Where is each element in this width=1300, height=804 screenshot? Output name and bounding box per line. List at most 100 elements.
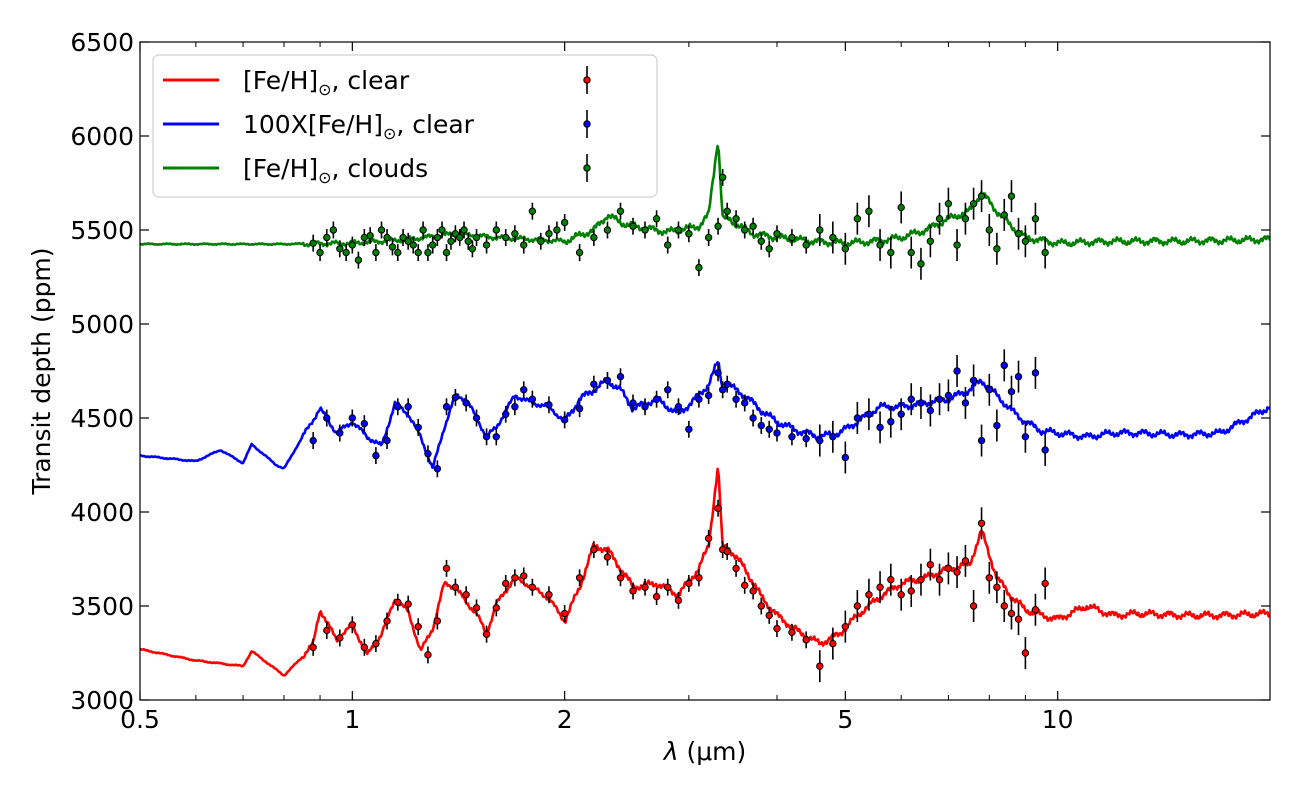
data-point <box>360 419 369 428</box>
data-point <box>438 226 446 234</box>
data-point <box>917 575 925 584</box>
data-point <box>383 436 391 445</box>
data-point <box>876 583 884 591</box>
data-point <box>685 579 693 588</box>
data-point <box>917 399 925 407</box>
data-point <box>1031 215 1040 223</box>
data-point <box>520 386 528 394</box>
data-point <box>545 230 553 238</box>
data-point <box>360 643 369 652</box>
data-point <box>323 626 331 635</box>
data-point <box>372 248 380 257</box>
data-point <box>336 245 344 253</box>
data-point <box>482 241 491 249</box>
data-point <box>575 404 584 413</box>
x-tick-label: 0.5 <box>120 705 160 734</box>
y-axis-label: Transit depth (ppm) <box>27 247 56 495</box>
data-point <box>383 233 391 242</box>
data-point <box>545 591 553 599</box>
y-tick-label: 6000 <box>70 122 134 151</box>
data-point <box>372 451 380 460</box>
data-point <box>520 572 528 580</box>
data-point <box>944 199 953 208</box>
series-1 <box>140 349 1270 478</box>
data-point <box>887 575 895 584</box>
data-point <box>590 233 598 242</box>
data-point <box>674 403 683 411</box>
data-point <box>829 639 837 648</box>
data-point <box>641 226 649 234</box>
data-point <box>366 231 374 240</box>
data-point <box>926 406 935 415</box>
data-point <box>409 241 417 249</box>
data-point <box>674 596 683 605</box>
data-point <box>323 414 331 422</box>
data-point <box>560 609 569 618</box>
data-point <box>1014 615 1023 623</box>
data-point <box>953 568 961 576</box>
data-point <box>664 241 672 249</box>
data-point <box>336 634 344 642</box>
data-point <box>765 245 773 253</box>
data-point <box>323 233 331 242</box>
data-point <box>1041 248 1049 257</box>
data-point <box>685 230 693 238</box>
data-point <box>741 226 749 234</box>
data-point <box>969 199 978 208</box>
data-point <box>502 579 510 588</box>
data-point <box>590 380 598 388</box>
data-point <box>977 192 986 200</box>
data-point <box>723 380 731 388</box>
data-point <box>953 367 961 375</box>
data-point <box>865 207 873 215</box>
data-point <box>1014 372 1023 381</box>
data-point <box>723 547 731 556</box>
data-point <box>442 564 451 573</box>
data-point <box>1007 192 1016 200</box>
data-point <box>433 465 442 473</box>
y-tick-label: 3000 <box>70 686 134 715</box>
data-point <box>424 450 432 458</box>
data-point <box>695 263 703 272</box>
data-point <box>917 260 925 268</box>
data-point <box>935 575 944 584</box>
data-point <box>603 226 612 234</box>
data-point <box>511 574 519 582</box>
data-point <box>603 376 612 385</box>
data-point <box>985 574 994 582</box>
data-point <box>749 587 757 595</box>
data-point <box>652 592 661 601</box>
legend-box <box>152 54 658 198</box>
data-point <box>853 414 862 422</box>
data-point <box>528 207 537 215</box>
data-point <box>641 403 649 411</box>
x-tick-label: 1 <box>344 705 360 734</box>
data-point <box>1041 579 1049 588</box>
data-point <box>961 399 970 407</box>
data-point <box>664 386 672 394</box>
data-point <box>829 233 837 242</box>
legend-label-2: [Fe/H]⊙, clouds <box>243 154 428 187</box>
data-point <box>788 233 796 242</box>
legend-marker-0 <box>583 76 591 84</box>
data-point <box>456 233 464 242</box>
data-point <box>841 453 850 462</box>
legend: [Fe/H]⊙, clear 100X[Fe/H]⊙, clear [Fe/H]⊙,… <box>152 54 658 198</box>
data-point <box>1007 387 1016 396</box>
data-point <box>1000 361 1008 370</box>
data-point <box>961 557 970 565</box>
data-point <box>451 583 460 591</box>
data-point <box>897 591 905 599</box>
data-point <box>935 395 944 403</box>
data-point <box>926 560 935 569</box>
data-point <box>674 226 683 234</box>
data-point <box>865 410 873 418</box>
data-point <box>714 369 722 377</box>
plot-area <box>140 144 1270 683</box>
data-point <box>1021 237 1030 245</box>
data-point <box>944 564 953 573</box>
data-point <box>451 393 460 402</box>
data-point <box>865 591 873 599</box>
data-point <box>383 617 391 625</box>
data-point <box>462 399 470 407</box>
